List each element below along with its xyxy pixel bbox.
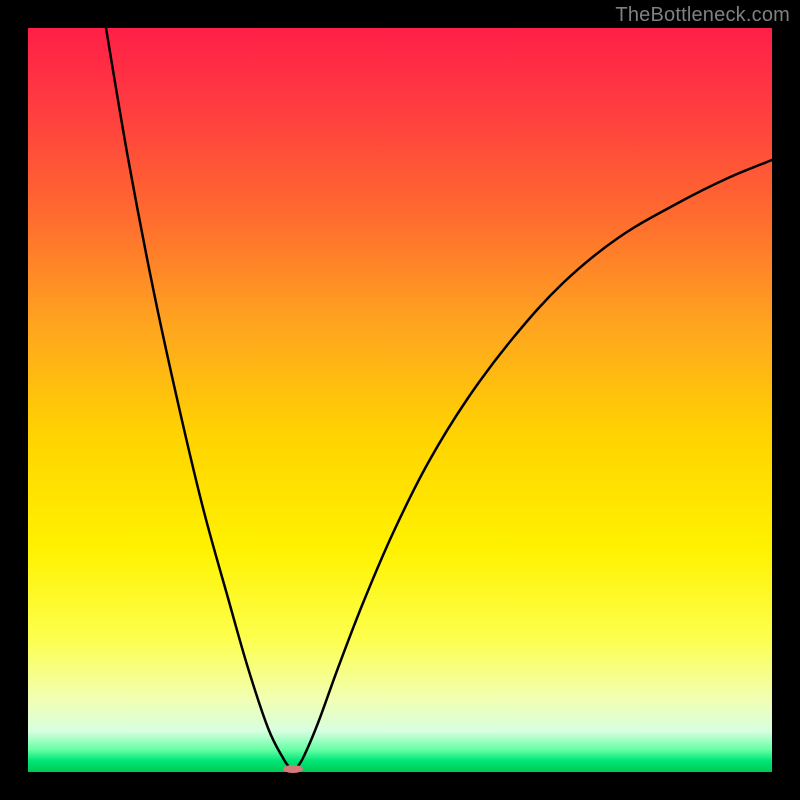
watermark-text: TheBottleneck.com (615, 4, 790, 27)
bottleneck-curve (106, 28, 772, 772)
dip-marker (283, 765, 303, 773)
chart-container: TheBottleneck.com (0, 0, 800, 800)
curve-layer (28, 28, 772, 772)
